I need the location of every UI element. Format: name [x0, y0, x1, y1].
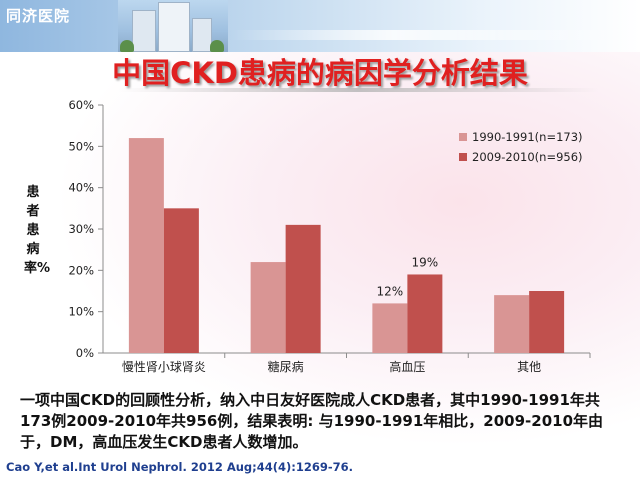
bar	[529, 291, 565, 353]
bar	[407, 274, 443, 353]
building-shape	[132, 10, 156, 52]
building-shape	[158, 2, 190, 52]
data-label: 19%	[412, 255, 439, 269]
y-tick-label: 10%	[68, 305, 94, 319]
y-tick-label: 40%	[68, 181, 94, 195]
y-tick-label: 30%	[68, 222, 94, 236]
tree-shape	[210, 40, 224, 52]
hospital-logo-text: 同济医院	[6, 7, 71, 25]
tree-shape	[120, 40, 134, 52]
title-underline	[118, 88, 598, 92]
building-shape	[192, 18, 212, 52]
y-axis-label: 患者患病率%	[24, 185, 51, 276]
hospital-building-photo	[118, 0, 228, 52]
citation-text: Cao Y,et al.Int Urol Nephrol. 2012 Aug;4…	[6, 460, 354, 474]
y-tick-label: 50%	[68, 139, 94, 153]
x-tick-label: 糖尿病	[268, 359, 304, 374]
y-tick-label: 60%	[68, 98, 94, 112]
legend-label: 2009-2010(n=956)	[472, 150, 583, 164]
bar	[250, 262, 286, 353]
x-tick-label: 慢性肾小球肾炎	[122, 360, 206, 374]
y-tick-label: 0%	[76, 346, 94, 360]
header-band	[0, 0, 640, 52]
bar-chart: 0% 10% 20% 30% 40% 50% 60% 慢性肾小球肾炎 糖尿病 12% 19% 高血压 其…	[68, 98, 591, 374]
legend-swatch	[459, 133, 467, 141]
x-tick-label: 其他	[517, 360, 541, 374]
summary-text: 一项中国CKD的回顾性分析，纳入中日友好医院成人CKD患者，其中1990-199…	[20, 391, 604, 451]
slide-title: 中国CKD患病的病因学分析结果	[112, 56, 528, 90]
header-decoration	[230, 30, 640, 40]
data-label: 12%	[377, 284, 404, 298]
bar	[163, 208, 199, 353]
legend-swatch	[459, 153, 467, 161]
x-tick-label: 高血压	[389, 359, 425, 374]
bar	[285, 224, 321, 353]
bar	[494, 295, 530, 353]
bar	[128, 138, 164, 353]
bar	[372, 303, 408, 353]
legend-label: 1990-1991(n=173)	[472, 130, 583, 144]
y-tick-label: 20%	[68, 263, 94, 277]
